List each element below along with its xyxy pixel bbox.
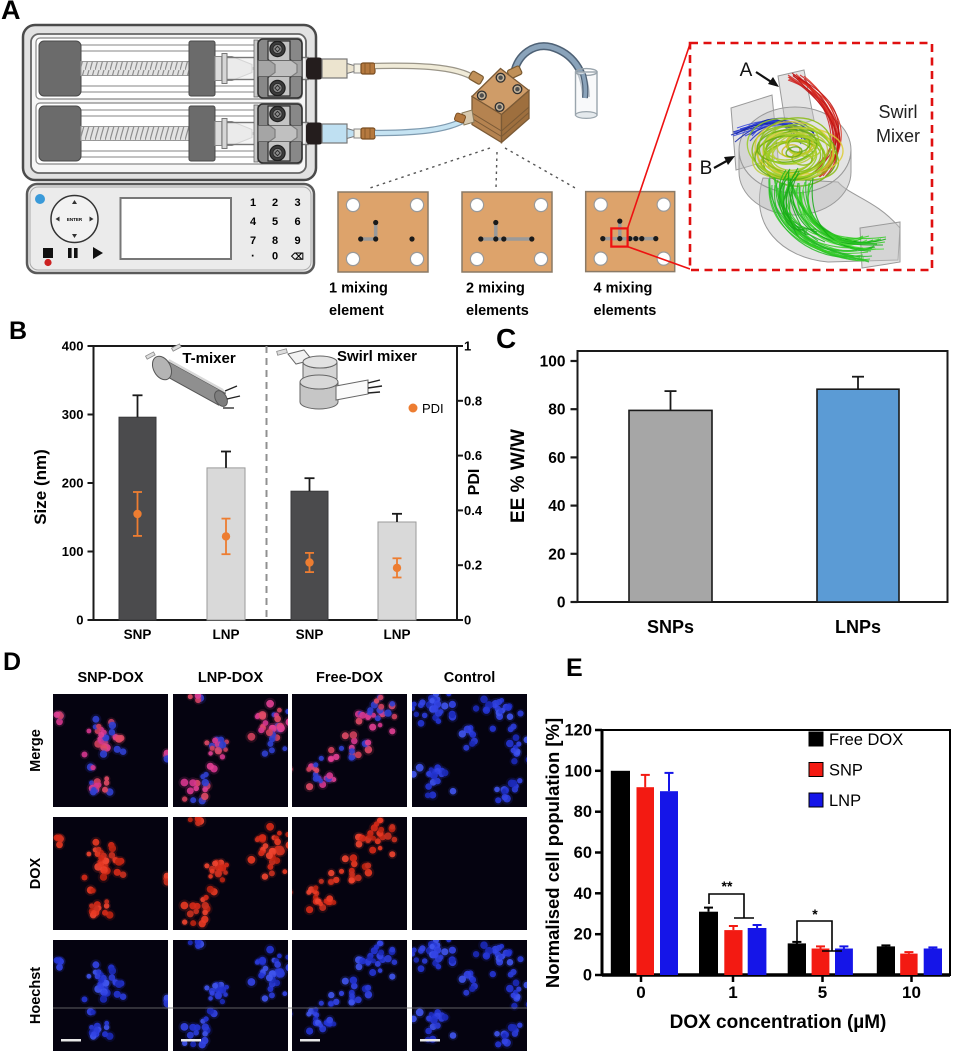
svg-text:elements: elements (594, 303, 657, 319)
svg-text:SNP: SNP (124, 627, 152, 642)
svg-text:0.8: 0.8 (464, 393, 482, 408)
svg-text:ENTER: ENTER (67, 217, 83, 222)
svg-text:SNP-DOX: SNP-DOX (77, 670, 143, 686)
svg-text:EE % W/W: EE % W/W (508, 429, 529, 523)
svg-text:0: 0 (557, 595, 566, 612)
svg-text:LNP: LNP (384, 627, 411, 642)
svg-text:7: 7 (250, 235, 256, 247)
svg-text:Free-DOX: Free-DOX (316, 670, 383, 686)
svg-text:PDI: PDI (466, 469, 483, 496)
svg-text:40: 40 (548, 498, 565, 515)
svg-text:Size (nm): Size (nm) (31, 449, 50, 525)
svg-text:Control: Control (444, 670, 496, 686)
svg-text:8: 8 (272, 235, 278, 247)
svg-text:*: * (812, 906, 818, 922)
svg-text:SNP: SNP (829, 762, 863, 780)
svg-text:0.4: 0.4 (464, 503, 483, 518)
svg-text:Swirl: Swirl (879, 102, 918, 122)
svg-text:2 mixing: 2 mixing (466, 281, 525, 297)
svg-text:Hoechst: Hoechst (28, 967, 44, 1024)
svg-text:LNP: LNP (829, 792, 861, 810)
svg-text:60: 60 (548, 450, 565, 467)
svg-text:Swirl mixer: Swirl mixer (337, 348, 417, 365)
svg-text:0: 0 (583, 967, 592, 985)
svg-text:5: 5 (818, 983, 827, 1002)
svg-text:0: 0 (76, 613, 83, 628)
svg-text:Mixer: Mixer (876, 126, 920, 146)
svg-text:6: 6 (294, 216, 300, 228)
svg-text:PDI: PDI (422, 401, 444, 416)
svg-text:SNPs: SNPs (647, 617, 694, 637)
svg-text:·: · (251, 249, 255, 263)
svg-text:A: A (740, 60, 753, 81)
svg-text:0.6: 0.6 (464, 448, 482, 463)
svg-text:Free DOX: Free DOX (829, 731, 903, 749)
svg-text:20: 20 (574, 926, 592, 944)
svg-text:B: B (700, 158, 713, 179)
svg-text:0.2: 0.2 (464, 558, 482, 573)
svg-text:4 mixing: 4 mixing (594, 281, 653, 297)
svg-text:element: element (329, 303, 384, 319)
svg-text:1 mixing: 1 mixing (329, 281, 388, 297)
svg-text:100: 100 (564, 762, 592, 780)
svg-text:SNP: SNP (296, 627, 324, 642)
svg-text:⌫: ⌫ (290, 252, 304, 262)
svg-text:80: 80 (574, 803, 592, 821)
svg-text:1: 1 (728, 983, 737, 1002)
svg-text:4: 4 (250, 216, 257, 228)
svg-text:0: 0 (464, 613, 471, 628)
svg-text:1: 1 (250, 197, 256, 209)
svg-text:9: 9 (294, 235, 300, 247)
svg-text:DOX: DOX (28, 857, 44, 889)
svg-text:T-mixer: T-mixer (182, 350, 236, 367)
svg-text:**: ** (722, 878, 733, 894)
svg-text:LNP-DOX: LNP-DOX (198, 670, 264, 686)
svg-text:80: 80 (548, 402, 565, 419)
svg-text:400: 400 (62, 339, 84, 354)
svg-text:20: 20 (548, 546, 565, 563)
svg-text:Normalised cell population [%]: Normalised cell population [%] (542, 718, 563, 988)
svg-text:Merge: Merge (28, 729, 44, 772)
svg-text:300: 300 (62, 407, 84, 422)
svg-text:LNP: LNP (213, 627, 240, 642)
svg-text:60: 60 (574, 844, 592, 862)
svg-text:DOX concentration (µM): DOX concentration (µM) (670, 1012, 887, 1033)
svg-text:elements: elements (466, 303, 529, 319)
svg-text:0: 0 (636, 983, 645, 1002)
svg-text:5: 5 (272, 216, 278, 228)
svg-text:10: 10 (902, 983, 921, 1002)
svg-text:1: 1 (464, 339, 471, 354)
svg-text:0: 0 (272, 251, 278, 263)
svg-text:100: 100 (540, 354, 566, 371)
svg-text:40: 40 (574, 885, 592, 903)
svg-text:100: 100 (62, 544, 84, 559)
svg-text:2: 2 (272, 197, 278, 209)
svg-text:200: 200 (62, 476, 84, 491)
svg-text:LNPs: LNPs (835, 617, 881, 637)
svg-text:3: 3 (294, 197, 300, 209)
svg-text:120: 120 (564, 722, 592, 740)
